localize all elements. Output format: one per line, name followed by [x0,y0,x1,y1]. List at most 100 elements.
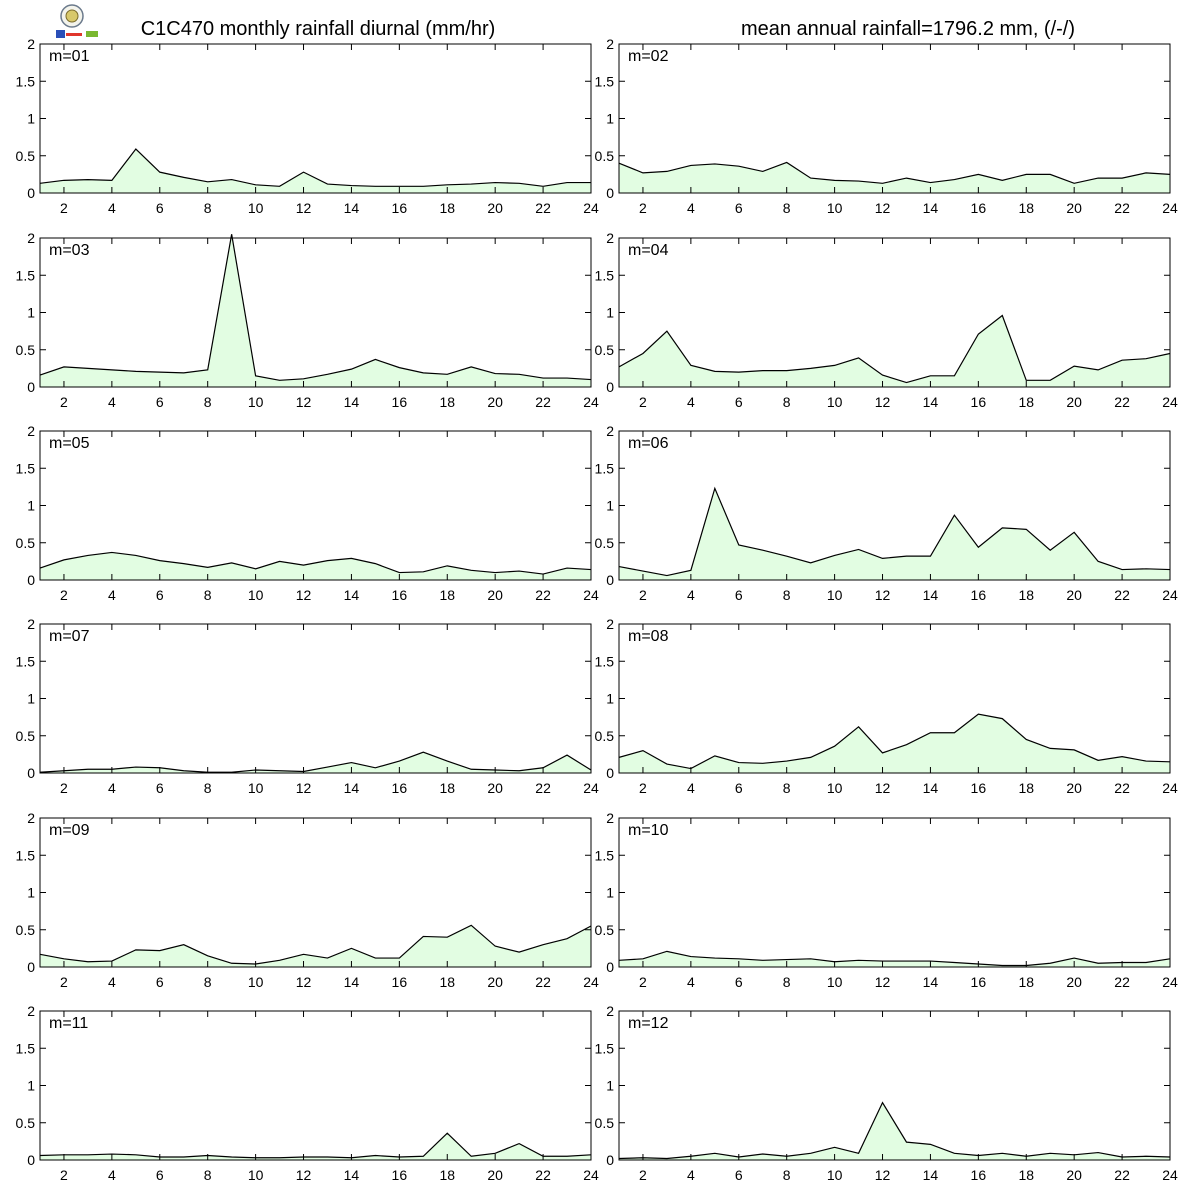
x-tick-label: 18 [439,780,455,796]
x-tick-label: 10 [827,200,843,216]
x-tick-label: 2 [639,394,647,410]
x-tick-label: 2 [639,780,647,796]
x-tick-label: 14 [923,1167,939,1183]
rainfall-area [619,1102,1170,1160]
y-tick-label: 1 [606,885,614,901]
y-tick-label: 0 [606,185,614,201]
x-tick-label: 24 [1162,1167,1178,1183]
rainfall-area [619,951,1170,967]
x-tick-label: 6 [156,200,164,216]
x-tick-label: 6 [735,780,743,796]
x-tick-label: 22 [1114,587,1130,603]
panel-label: m=11 [49,1015,88,1032]
y-tick-label: 1 [606,111,614,127]
x-tick-label: 16 [392,1167,408,1183]
x-tick-label: 4 [687,587,695,603]
x-tick-label: 20 [1066,587,1082,603]
x-tick-label: 4 [687,1167,695,1183]
x-tick-label: 24 [583,1167,599,1183]
x-tick-label: 2 [639,974,647,990]
x-tick-label: 24 [1162,974,1178,990]
x-tick-label: 18 [1018,974,1034,990]
y-tick-label: 1 [606,1078,614,1094]
panel-label: m=12 [628,1015,669,1032]
y-tick-label: 2 [606,36,614,52]
rainfall-line [39,234,592,381]
x-tick-label: 14 [923,394,939,410]
x-tick-label: 8 [783,587,791,603]
rainfall-area [40,752,591,773]
rainfall-line [618,950,1171,967]
x-tick-label: 14 [344,200,360,216]
y-tick-label: 0.5 [595,922,615,938]
x-tick-label: 2 [60,780,68,796]
y-tick-label: 0.5 [595,1115,615,1131]
x-tick-label: 6 [156,587,164,603]
y-tick-label: 0.5 [16,1115,36,1131]
panel-frame [618,817,1171,968]
x-tick-label: 20 [487,974,503,990]
x-tick-label: 8 [783,394,791,410]
x-tick-label: 8 [204,200,212,216]
x-tick-label: 2 [60,974,68,990]
x-tick-label: 6 [156,780,164,796]
rainfall-line [39,551,592,575]
y-tick-label: 1.5 [16,267,36,283]
y-tick-label: 0.5 [16,922,36,938]
y-tick-label: 2 [27,1003,35,1019]
x-tick-label: 10 [248,394,264,410]
x-tick-label: 10 [248,200,264,216]
x-tick-label: 20 [487,587,503,603]
y-tick-label: 1.5 [595,1040,615,1056]
y-tick-label: 1 [27,498,35,514]
x-tick-label: 8 [783,1167,791,1183]
x-tick-label: 6 [156,394,164,410]
x-tick-label: 20 [487,394,503,410]
x-tick-label: 12 [875,974,891,990]
x-tick-label: 20 [1066,780,1082,796]
rainfall-line [618,161,1171,184]
x-tick-label: 24 [1162,394,1178,410]
x-tick-label: 10 [827,394,843,410]
x-tick-label: 4 [108,974,116,990]
x-tick-label: 6 [735,1167,743,1183]
x-tick-label: 14 [344,587,360,603]
rainfall-line [618,314,1171,384]
x-tick-label: 4 [687,394,695,410]
x-tick-label: 18 [1018,780,1034,796]
x-tick-label: 20 [487,780,503,796]
x-tick-label: 14 [923,780,939,796]
x-tick-label: 22 [1114,780,1130,796]
panel-label: m=02 [628,48,669,65]
x-tick-label: 6 [735,587,743,603]
y-tick-label: 2 [27,36,35,52]
y-tick-label: 1.5 [16,460,36,476]
x-tick-label: 22 [535,587,551,603]
x-tick-label: 2 [60,1167,68,1183]
y-tick-label: 1 [27,111,35,127]
y-tick-label: 0.5 [595,148,615,164]
x-tick-label: 22 [1114,200,1130,216]
y-tick-label: 1.5 [16,653,36,669]
x-tick-label: 24 [583,200,599,216]
x-tick-label: 14 [344,394,360,410]
y-tick-label: 2 [606,423,614,439]
x-tick-label: 8 [204,394,212,410]
x-tick-label: 18 [439,200,455,216]
x-tick-label: 8 [783,200,791,216]
rainfall-area [619,488,1170,580]
y-tick-label: 1 [606,498,614,514]
x-tick-label: 16 [971,394,987,410]
x-tick-label: 8 [783,974,791,990]
x-tick-label: 16 [392,200,408,216]
x-tick-label: 22 [1114,394,1130,410]
x-tick-label: 14 [923,587,939,603]
